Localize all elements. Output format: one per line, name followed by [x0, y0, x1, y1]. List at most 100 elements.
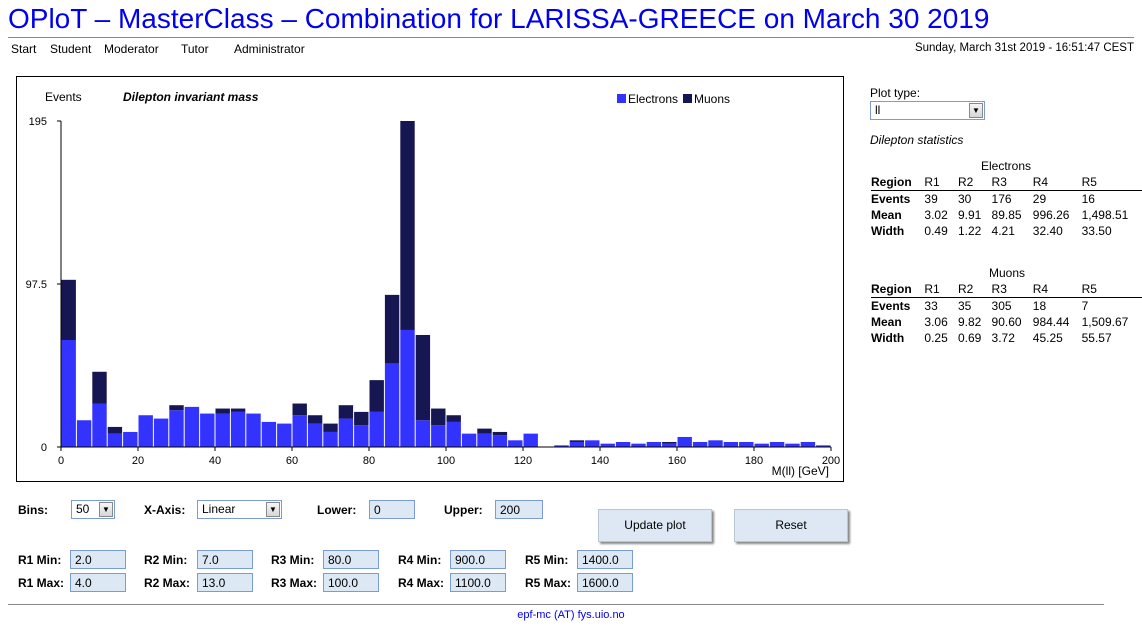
r4-min-input[interactable]: 900.0: [450, 550, 506, 569]
r3-max-input[interactable]: 100.0: [323, 573, 379, 592]
muons-bar: [400, 121, 415, 330]
footer-divider: [8, 604, 1104, 605]
table-row: Width 0.49 1.22 4.21 32.40 33.50: [871, 223, 1142, 239]
table-cell: 0.69: [957, 331, 982, 345]
table-cell: 35: [957, 299, 972, 313]
muons-bar: [662, 441, 677, 444]
table-cell: 3.02: [924, 208, 948, 222]
muons-bar: [292, 403, 307, 416]
muons-bar: [569, 440, 585, 442]
electrons-bar: [215, 413, 230, 447]
nav-student[interactable]: Student: [50, 42, 92, 56]
table-header-cell: R4: [1032, 281, 1082, 298]
muons-bar: [107, 426, 123, 434]
muons-bar: [92, 371, 107, 404]
xaxis-select[interactable]: Linear ▼: [197, 500, 282, 519]
update-plot-button[interactable]: Update plot: [598, 509, 712, 542]
x-tick-label: 180: [745, 455, 763, 467]
x-tick-label: 100: [437, 455, 455, 467]
electrons-bar: [338, 418, 354, 447]
r4-max-label: R4 Max:: [398, 576, 445, 590]
muons-stats-table: Region R1 R2 R3 R4 R5 Events 33 35 305 1…: [871, 281, 1142, 346]
table-cell: Events: [871, 299, 911, 313]
plot-type-select[interactable]: ll ▼: [870, 101, 985, 120]
muons-bar: [415, 334, 431, 421]
y-tick-label: 195: [29, 116, 47, 128]
electrons-bar: [61, 340, 76, 447]
r3-min-input[interactable]: 80.0: [323, 550, 379, 569]
electrons-bar: [677, 436, 692, 447]
table-cell: 9.91: [957, 208, 982, 222]
r1-min-input[interactable]: 2.0: [70, 550, 126, 569]
electrons-bar: [477, 433, 492, 447]
electrons-bar: [354, 425, 369, 447]
upper-input[interactable]: 200: [495, 500, 543, 519]
r2-min-input[interactable]: 7.0: [197, 550, 253, 569]
r2-max-input[interactable]: 13.0: [197, 573, 253, 592]
electrons-bar: [431, 425, 446, 447]
chevron-down-icon[interactable]: ▼: [266, 502, 280, 517]
table-cell: 89.85: [991, 208, 1022, 222]
electrons-bar: [569, 441, 585, 447]
table-header-cell: R1: [924, 281, 958, 298]
title-divider: [8, 37, 1134, 38]
nav-start[interactable]: Start: [11, 42, 37, 56]
muons-bar: [338, 405, 354, 419]
r5-min-input[interactable]: 1400.0: [577, 550, 633, 569]
electrons-bar: [585, 440, 600, 447]
table-row: Mean 3.06 9.82 90.60 984.44 1,509.67: [871, 314, 1142, 330]
lower-input[interactable]: 0: [369, 500, 415, 519]
muons-bar: [431, 408, 446, 426]
electrons-bar: [662, 443, 677, 447]
x-tick-label: 80: [363, 455, 375, 467]
table-header-cell: Region: [871, 281, 925, 298]
nav-tutor[interactable]: Tutor: [181, 42, 209, 56]
table-cell: 3.06: [924, 315, 948, 329]
nav-administrator[interactable]: Administrator: [234, 42, 305, 56]
electrons-bar: [785, 443, 800, 447]
r5-max-input[interactable]: 1600.0: [577, 573, 633, 592]
table-cell: 1.22: [957, 224, 982, 238]
table-cell: Width: [871, 331, 905, 345]
x-tick-label: 0: [58, 455, 64, 467]
nav-moderator[interactable]: Moderator: [104, 42, 159, 56]
table-header-cell: R5: [1081, 281, 1142, 298]
electrons-bar: [523, 433, 538, 447]
electrons-bar: [261, 421, 277, 447]
table-cell: 176: [991, 192, 1012, 206]
r4-max-input[interactable]: 1100.0: [450, 573, 506, 592]
table-cell: 18: [1032, 299, 1047, 313]
r1-max-input[interactable]: 4.0: [70, 573, 126, 592]
x-tick-label: 40: [209, 455, 221, 467]
bins-select[interactable]: 50 ▼: [71, 500, 115, 519]
r5-max-label: R5 Max:: [525, 576, 572, 590]
x-tick-label: 60: [286, 455, 298, 467]
electrons-stats-table: Region R1 R2 R3 R4 R5 Events 39 30 176 2…: [871, 174, 1142, 239]
table-cell: 1,509.67: [1081, 315, 1129, 329]
r1-min-label: R1 Min:: [18, 553, 62, 567]
stats-heading: Dilepton statistics: [870, 133, 964, 147]
x-tick-label: 200: [822, 455, 840, 467]
legend-muons-swatch: [683, 94, 692, 103]
electrons-bar: [153, 418, 169, 447]
x-tick-label: 120: [514, 455, 532, 467]
chevron-down-icon[interactable]: ▼: [99, 502, 113, 517]
table-cell: 0.49: [924, 224, 948, 238]
muons-bar: [323, 423, 338, 432]
histogram-bars: [61, 121, 831, 447]
electrons-bar: [384, 363, 400, 447]
table-cell: 55.57: [1081, 331, 1112, 345]
muons-bar: [446, 415, 461, 422]
electrons-bar: [292, 415, 307, 447]
electrons-bar: [123, 431, 138, 447]
reset-button[interactable]: Reset: [734, 509, 848, 542]
electrons-bar: [400, 329, 415, 447]
chevron-down-icon[interactable]: ▼: [969, 103, 983, 118]
table-cell: 16: [1081, 192, 1095, 206]
electrons-bar: [692, 441, 708, 447]
legend-electrons-label: Electrons: [628, 92, 678, 106]
muons-bar: [354, 411, 369, 426]
table-header-cell: R2: [957, 174, 992, 191]
r2-max-label: R2 Max:: [144, 576, 191, 590]
electrons-bar: [723, 441, 739, 447]
